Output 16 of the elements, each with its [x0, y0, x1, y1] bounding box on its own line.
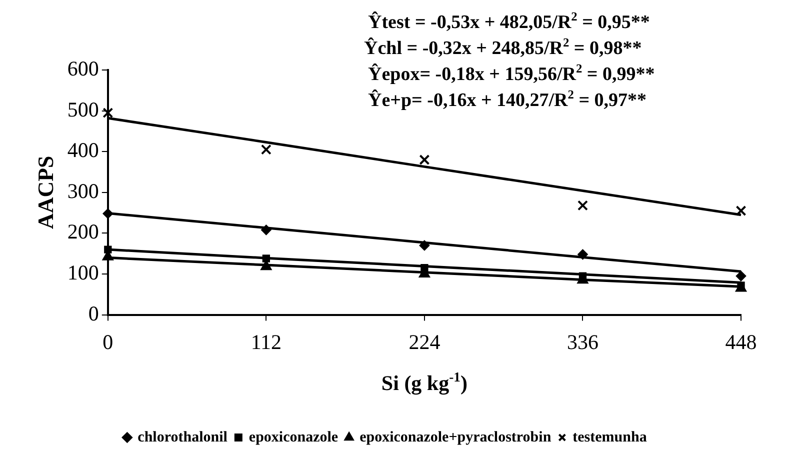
- x-tick-label: 224: [408, 330, 441, 354]
- y-tick-label: 300: [67, 178, 99, 203]
- x-tick-label: 448: [725, 330, 757, 354]
- legend-label: epoxiconazole: [248, 429, 338, 446]
- y-axis-title: AACPS: [32, 156, 58, 230]
- y-tick-label: 400: [67, 138, 99, 162]
- legend-label: testemunha: [572, 429, 648, 446]
- x-tick-label: 336: [566, 330, 598, 354]
- legend-label: epoxiconazole+pyraclostrobin: [360, 429, 552, 446]
- y-tick-label: 100: [67, 260, 99, 285]
- x-tick-label: 112: [250, 330, 282, 354]
- y-tick-label: 500: [67, 97, 99, 122]
- legend-label: chlorothalonil: [138, 429, 228, 446]
- y-tick-label: 200: [67, 220, 99, 244]
- y-tick-label: 0: [88, 301, 99, 326]
- y-tick-label: 600: [67, 56, 99, 81]
